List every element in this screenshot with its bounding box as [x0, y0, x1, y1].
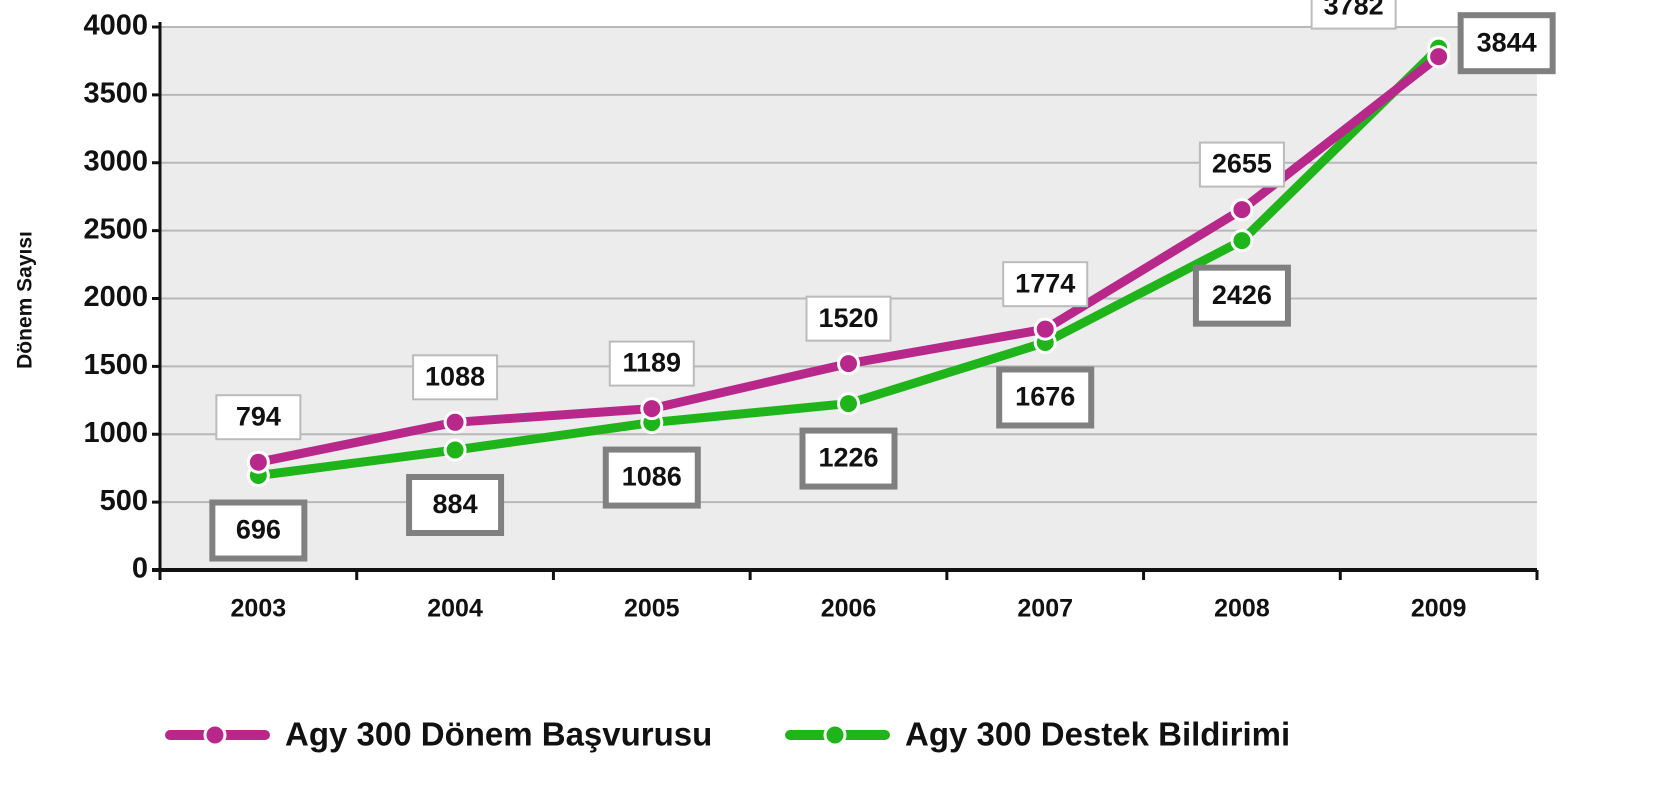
data-point [443, 410, 467, 434]
value-label: 1520 [818, 303, 878, 333]
value-label: 3844 [1477, 27, 1537, 57]
value-label-box [996, 366, 1095, 429]
x-tick-label: 2003 [231, 595, 287, 623]
data-point [640, 397, 664, 421]
data-point [837, 392, 860, 416]
y-axis-title: Dönem Sayısı [14, 231, 37, 369]
y-tick-label: 0 [132, 553, 148, 585]
value-label: 1086 [622, 462, 682, 492]
y-tick-label: 3000 [83, 145, 148, 177]
value-label-box [602, 446, 701, 509]
x-tick-label: 2009 [1411, 595, 1467, 623]
value-label: 2426 [1212, 280, 1272, 310]
legend-marker [823, 723, 847, 747]
value-label: 2655 [1212, 149, 1272, 179]
x-tick-label: 2008 [1214, 595, 1270, 623]
data-point [246, 450, 270, 474]
data-point [837, 352, 860, 376]
x-tick-label: 2004 [427, 595, 483, 623]
y-tick-label: 1000 [83, 417, 148, 449]
data-point [1230, 229, 1254, 253]
value-label-box [805, 295, 892, 342]
y-tick-label: 1500 [83, 349, 148, 381]
x-tick-label: 2007 [1017, 595, 1073, 623]
legend-label: Agy 300 Destek Bildirimi [905, 716, 1290, 753]
value-label-box [1002, 261, 1089, 308]
data-point [1033, 317, 1057, 341]
legend-marker [203, 723, 227, 747]
value-label-box [412, 354, 499, 401]
data-point [443, 438, 467, 462]
x-tick-label: 2005 [624, 595, 680, 623]
value-label-box [215, 394, 302, 441]
value-label-box [1310, 0, 1397, 30]
data-point [1427, 45, 1451, 69]
x-tick-label: 2006 [821, 595, 877, 623]
value-label: 1189 [622, 348, 681, 378]
value-label-box [1192, 264, 1291, 327]
y-tick-label: 2500 [83, 213, 148, 245]
value-label-box [406, 473, 505, 536]
value-label-box [799, 427, 898, 490]
value-label: 1088 [425, 361, 485, 391]
value-label: 794 [236, 401, 281, 431]
value-label-box [608, 340, 695, 387]
value-label: 1774 [1015, 268, 1075, 298]
value-label: 696 [236, 515, 281, 545]
y-tick-label: 500 [100, 485, 148, 517]
legend-label: Agy 300 Dönem Başvurusu [285, 716, 712, 753]
data-point [1230, 198, 1254, 222]
value-label: 1226 [818, 443, 878, 473]
value-label-box [1457, 12, 1556, 75]
value-label: 884 [433, 489, 478, 519]
value-label: 1676 [1015, 382, 1075, 412]
value-label: 3782 [1324, 0, 1384, 21]
y-tick-label: 3500 [83, 78, 148, 110]
y-tick-label: 4000 [83, 10, 148, 42]
y-tick-label: 2000 [83, 281, 148, 313]
value-label-box [209, 499, 308, 562]
value-label-box [1198, 141, 1285, 188]
